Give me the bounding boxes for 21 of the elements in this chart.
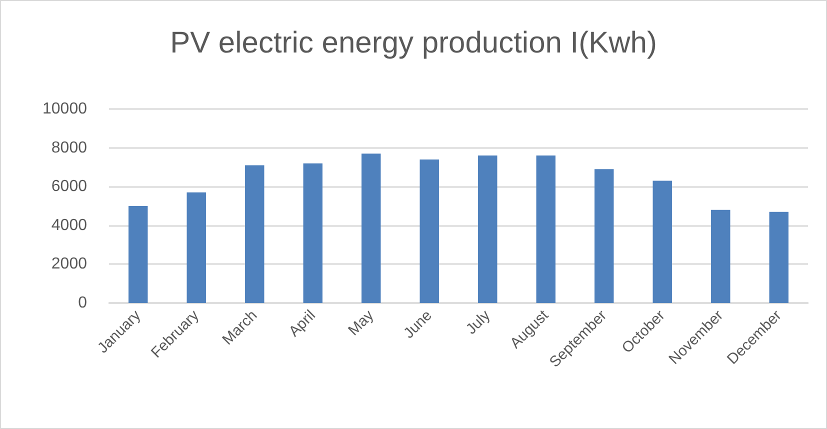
bar [303, 163, 322, 303]
x-tick-label: May [345, 306, 378, 340]
bar [128, 206, 148, 303]
bar [478, 156, 498, 303]
bar [769, 212, 788, 303]
bar [362, 154, 381, 303]
bar [594, 169, 614, 303]
y-tick-label: 4000 [51, 216, 88, 234]
y-tick-label: 8000 [51, 139, 88, 156]
x-tick-label: July [462, 306, 494, 338]
bar [420, 159, 439, 303]
y-tick-label: 0 [78, 294, 88, 312]
bar [652, 180, 672, 303]
bar [245, 165, 264, 303]
bar [536, 156, 556, 303]
y-tick-label: 2000 [51, 256, 88, 273]
bar [711, 210, 730, 303]
y-tick-label: 10000 [42, 100, 88, 118]
bar [186, 192, 206, 303]
chart-title: PV electric energy production I(Kwh) [170, 26, 657, 60]
y-tick-label: 6000 [51, 178, 88, 196]
